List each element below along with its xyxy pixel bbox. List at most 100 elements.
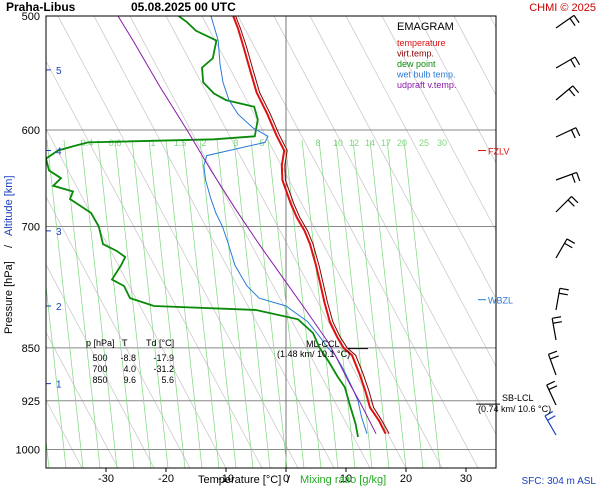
adiabat-line [562,16,600,468]
mixing-ratio-label: 20 [397,138,407,148]
mixing-ratio-line [267,139,305,468]
legend-item: temperature [397,38,446,48]
lcl-title: SB-LCL [502,393,534,403]
adiabat-line [526,16,600,468]
wind-barb-feather [576,172,581,182]
wind-barb-feather [559,287,569,291]
x-axis-label-mixing-ratio: Mixing ratio [g/kg] [300,474,386,486]
mixing-ratio-line [403,139,441,468]
mixing-ratio-line [233,139,271,468]
wind-barb-feather [569,17,576,26]
wind-barb-shaft [555,171,577,181]
legend-item: udpraft v.temp. [397,80,456,90]
adiabat-line [129,16,371,468]
mixing-ratio-label: 14 [365,138,375,148]
legend-item: wet bulb temp. [396,70,456,80]
legend-item: virt.temp. [397,49,434,59]
wind-barb-feather [570,59,576,68]
adiabat-line [381,16,496,232]
table-cell: 850 [92,375,107,385]
table-cell: 5.6 [161,375,174,385]
adiabat-line [46,331,119,468]
y-axis-label-separator: / [3,244,15,248]
wind-barb-feather [572,85,580,94]
mixing-ratio-line [46,282,67,468]
table-cell: 4.0 [123,364,136,374]
mixing-ratio-label: 3 [233,138,238,148]
pressure-tick-label: 1000 [16,445,40,457]
wind-barb-feather [558,292,568,296]
y-axis-label-pressure: Pressure [hPa] [3,261,15,334]
adiabat-line [273,16,496,435]
wind-barb-feather [564,242,573,249]
wind-barb-feather [571,196,579,204]
mixing-ratio-line [369,139,407,468]
table-cell: -17.9 [153,353,174,363]
x-tick-label: 0 [283,473,289,485]
series-wet-bulb-temp- [203,16,368,434]
mixing-ratio-line [46,437,50,468]
table-cell: 700 [92,364,107,374]
adiabat-line [57,16,299,468]
wind-barb-feather [574,56,581,66]
mixing-ratio-label: 12 [349,138,359,148]
sounding-datetime: 05.08.2025 00 UTC [131,0,236,14]
mixing-ratio-label: 1 [150,138,155,148]
mixing-ratio-label: 8 [315,138,320,148]
wind-barbs [544,14,581,436]
mixing-ratio-line [182,139,220,468]
wind-barb-shaft [555,14,575,29]
altitude-tick-label: 3 [56,227,62,238]
mixing-ratio-label: 25 [419,138,429,148]
x-tick-label: -10 [218,473,234,485]
wind-barb-feather [547,415,556,421]
adiabat-line [453,16,496,96]
wind-barb-shaft [555,238,568,259]
surface-elevation-note: SFC: 304 m ASL [522,476,597,487]
series-virt-temp- [235,16,390,434]
legend-item: dew point [397,59,436,69]
wind-barb-feather [573,15,580,24]
x-tick-label: 20 [400,473,412,485]
table-header: Td [°C] [146,338,174,348]
wind-barb-feather [568,88,576,97]
level-label-fzlv: FZLV [488,147,509,157]
x-tick-label: -30 [98,473,114,485]
wind-barb-feather [567,199,575,207]
wind-barb-feather [575,127,581,137]
x-tick-label: 30 [460,473,472,485]
mixing-ratio-line [165,139,203,468]
chart-title: EMAGRAM [397,21,454,33]
table-cell: 9.6 [123,375,136,385]
wind-barb-feather [566,238,576,244]
mixing-ratio-label: 1.5 [174,138,187,148]
mixing-ratio-line [148,139,186,468]
mixing-ratio-label: 10 [333,138,343,148]
adiabat-line [417,16,496,164]
level-label-wbzl: WBZL [488,296,513,306]
mixing-ratio-line [114,139,152,468]
altitude-tick-label: 2 [56,302,62,313]
adiabat-line [46,128,227,468]
wind-barb-shaft [555,127,577,138]
profile-series [46,16,390,438]
adiabat-line [201,16,443,468]
x-axis-label-temperature: Temperature [°C] [198,474,281,486]
adiabat-line [46,195,191,468]
lcl-detail: (1.48 km/ 10.1 °C) [277,349,350,359]
mixing-ratio-label: 30 [437,138,447,148]
mixing-ratio-line [352,139,390,468]
altitude-tick-label: 5 [56,66,62,77]
copyright-credit: CHMI © 2025 [529,2,596,14]
table-cell: -8.8 [120,353,136,363]
wind-barb-shaft [546,384,557,406]
table-cell: 500 [92,353,107,363]
level-labels: FZLV WBZL [478,147,513,306]
pressure-tick-label: 850 [22,343,40,355]
wind-barb-feather [548,350,558,355]
mixing-ratio-line [250,139,288,468]
y-axis-label-altitude: Altitude [km] [3,175,15,236]
series-udpraft-v-temp- [117,16,377,434]
series-dew-point [46,16,359,438]
mixing-ratio-line [199,139,237,468]
